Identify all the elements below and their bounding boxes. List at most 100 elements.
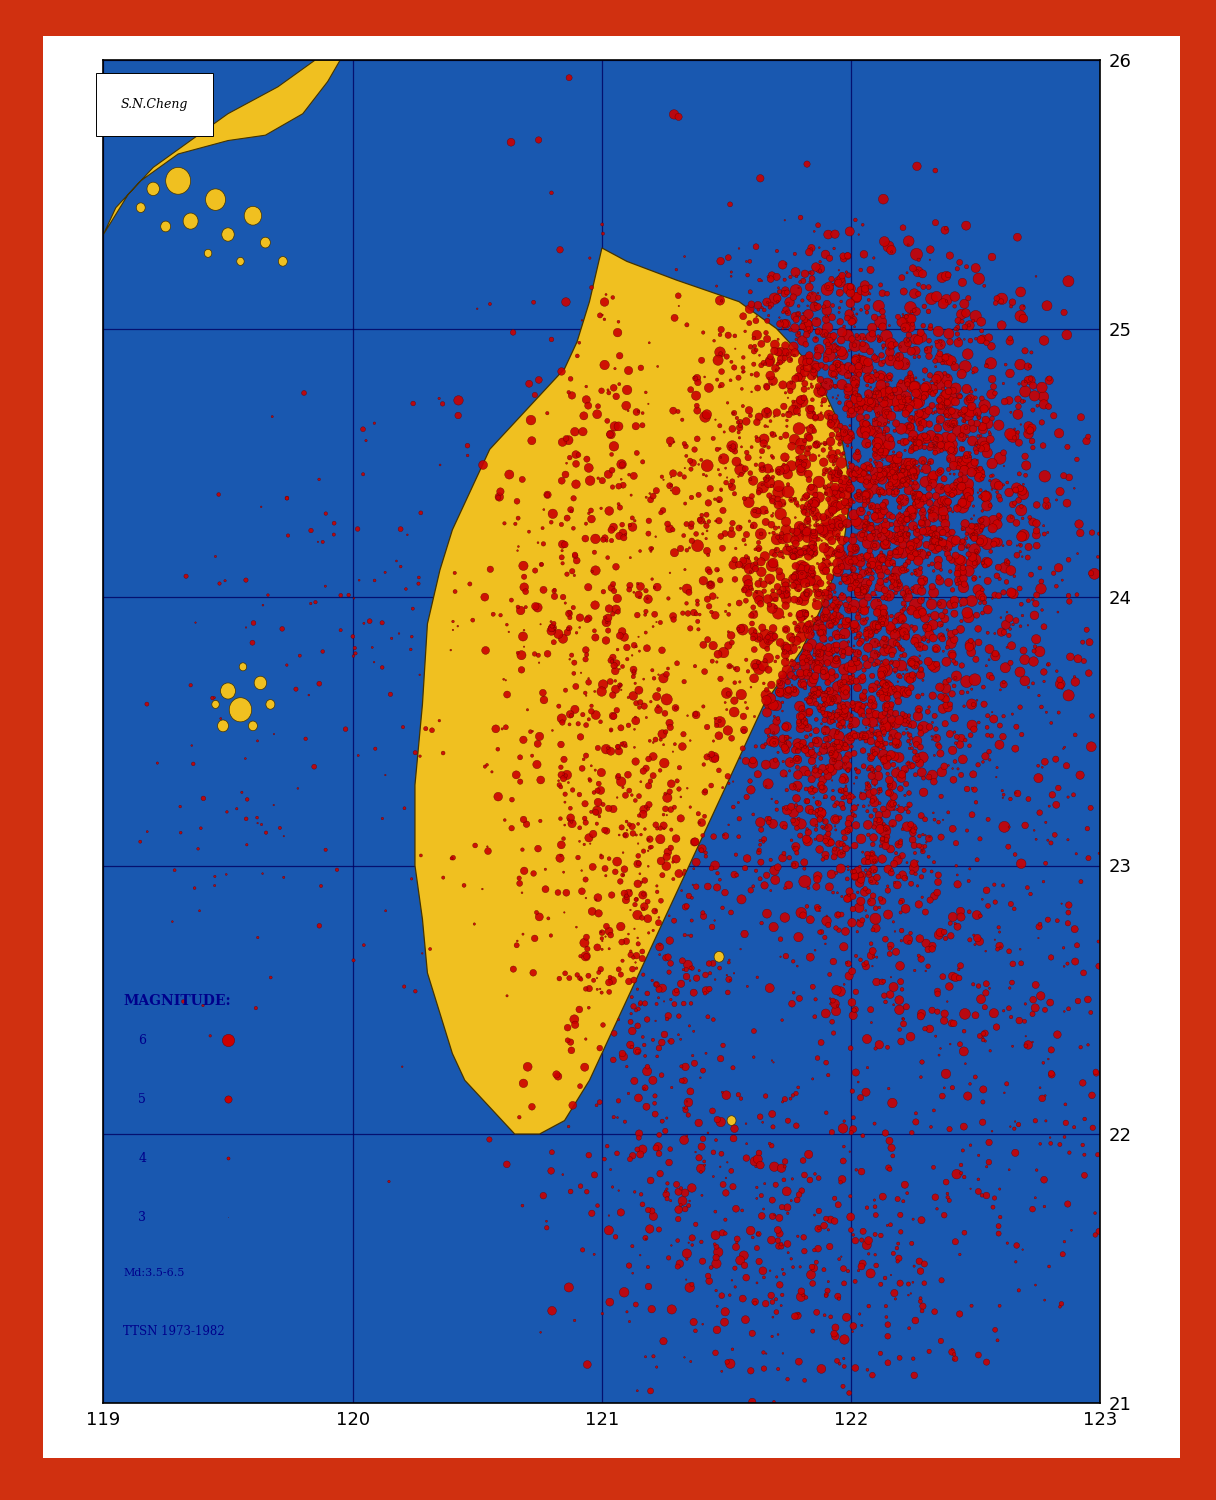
Point [901,726,921,750]
Point [933,696,952,720]
Point [665,306,685,330]
Point [800,657,820,681]
Point [964,494,984,517]
Point [631,990,651,1014]
Point [983,666,1002,690]
Point [944,650,963,674]
Point [871,465,890,489]
Point [1006,736,1025,760]
Point [697,978,716,1002]
Point [839,477,858,501]
Point [640,1216,659,1240]
Point [852,460,872,484]
Point [997,471,1017,495]
Point [564,486,584,510]
Point [901,871,921,895]
Point [725,688,744,712]
Point [885,1287,905,1311]
Point [907,729,927,753]
Point [944,1011,963,1035]
Point [866,534,885,558]
Point [676,1054,696,1078]
Point [905,855,924,879]
Point [896,402,916,426]
Point [914,402,934,426]
Point [822,574,841,598]
Point [822,267,841,291]
Point [894,216,913,240]
Point [845,549,865,573]
Point [835,396,855,420]
Point [719,603,738,627]
Point [816,1206,835,1230]
Point [721,260,741,284]
Point [831,432,850,456]
Point [834,1354,854,1378]
Point [762,489,782,513]
Point [942,483,962,507]
Point [1001,558,1020,582]
Point [533,681,552,705]
Point [827,465,846,489]
Point [905,486,924,510]
Point [975,393,995,417]
Point [660,716,680,740]
Point [447,614,467,638]
Point [980,494,1000,517]
Point [893,492,912,516]
Point [812,620,832,644]
Point [952,309,972,333]
Point [821,374,840,398]
Point [976,972,996,996]
Point [837,735,856,759]
Point [860,558,879,582]
Point [854,1220,873,1244]
Point [839,1382,858,1406]
Point [749,478,769,502]
Point [963,429,983,453]
Point [903,821,923,844]
Point [316,501,336,525]
Point [815,525,834,549]
Point [995,454,1014,478]
Point [900,668,919,692]
Point [1065,723,1085,747]
Point [805,492,824,516]
Point [693,321,713,345]
Point [850,704,869,728]
Point [824,602,844,625]
Point [730,807,749,831]
Point [888,560,907,584]
Point [585,780,604,804]
Point [551,807,570,831]
Point [814,438,833,462]
Point [513,624,533,648]
Text: 4: 4 [139,1152,146,1164]
Point [866,1222,885,1246]
Point [930,394,950,418]
Point [849,908,868,932]
Point [849,462,868,486]
Point [871,564,890,588]
Point [550,966,569,990]
Point [1081,796,1100,820]
Point [883,639,902,663]
Point [843,639,862,663]
Point [916,615,935,639]
Point [925,537,945,561]
Point [518,1054,537,1078]
Point [829,462,849,486]
Point [552,538,572,562]
Point [1090,954,1109,978]
Point [799,376,818,400]
Point [786,554,805,578]
Point [816,830,835,854]
Point [809,792,828,816]
Point [1003,424,1023,448]
Point [760,1131,779,1155]
Point [831,513,850,537]
Point [556,532,575,556]
Point [771,670,790,694]
Point [848,372,867,396]
Point [814,518,833,542]
